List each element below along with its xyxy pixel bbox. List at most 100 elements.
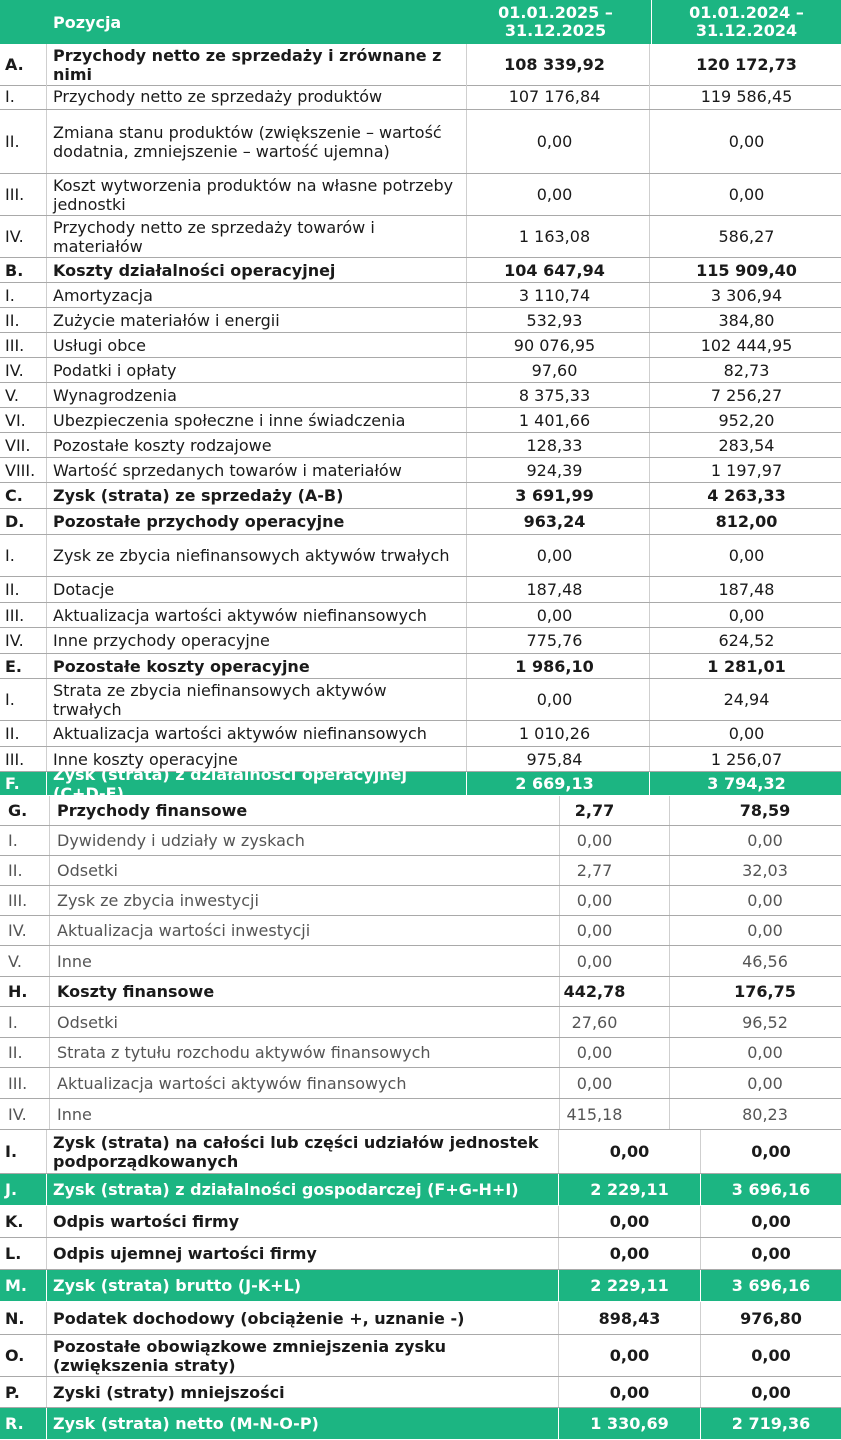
row-value-2024: 78,59 <box>739 801 791 820</box>
row-number: O. <box>0 1335 47 1376</box>
row-value-2024: 115 909,40 <box>696 260 797 280</box>
row-number: VIII. <box>0 458 47 482</box>
row-number: II. <box>0 308 47 332</box>
row-label: Ubezpieczenia społeczne i inne świadczen… <box>47 408 467 432</box>
row-label: Odpis wartości firmy <box>47 1206 559 1237</box>
row-label: Pozostałe koszty rodzajowe <box>47 433 467 457</box>
row-number: E. <box>0 654 47 678</box>
row-value-2024: 46,56 <box>742 951 788 971</box>
row-label: Zużycie materiałów i energii <box>47 308 467 332</box>
row-number: IV. <box>0 628 47 653</box>
row-label: Pozostałe koszty operacyjne <box>47 654 467 678</box>
row-label: Inne przychody operacyjne <box>47 628 467 653</box>
row-value-2024: 586,27 <box>718 227 775 246</box>
row-label: Zysk (strata) ze sprzedaży (A-B) <box>47 483 467 508</box>
row-label: Inne koszty operacyjne <box>47 747 467 771</box>
table-row: VII. Pozostałe koszty rodzajowe 128,33 283,… <box>0 433 841 458</box>
row-number: I. <box>0 826 50 855</box>
row-value-2024: 120 172,73 <box>696 55 797 74</box>
row-value-2025: 3 110,74 <box>460 283 650 307</box>
table-row: II. Aktualizacja wartości aktywów niefina… <box>0 721 841 747</box>
row-number: III. <box>0 603 47 627</box>
table-row: I. Odsetki 27,60 96,52 <box>0 1007 841 1038</box>
row-value-2025: 0,00 <box>460 174 650 215</box>
row-value-2025: 0,00 <box>520 1038 670 1067</box>
row-value-2024: 1 197,97 <box>710 460 783 480</box>
row-value-2025: 0,00 <box>559 1238 701 1269</box>
row-number: I. <box>0 283 47 307</box>
table-row: VIII. Wartość sprzedanych towarów i mater… <box>0 458 841 483</box>
row-label: Zysk (strata) netto (M-N-O-P) <box>47 1408 559 1439</box>
row-value-2024: 2 719,36 <box>731 1414 811 1433</box>
table-row: B. Koszty działalności operacyjnej 104 647… <box>0 258 841 283</box>
table-row: A. Przychody netto ze sprzedaży i zrównan… <box>0 44 841 86</box>
row-number: R. <box>0 1408 47 1439</box>
row-value-2025: 97,60 <box>460 358 650 382</box>
table-row: O. Pozostałe obowiązkowe zmniejszenia zys… <box>0 1335 841 1377</box>
row-label: Odsetki <box>50 1007 560 1037</box>
row-number: II. <box>0 577 47 602</box>
row-value-2025: 27,60 <box>520 1007 670 1037</box>
row-number: I. <box>0 1130 47 1173</box>
row-value-2024: 0,00 <box>747 921 783 940</box>
row-value-2025: 0,00 <box>520 916 670 945</box>
row-value-2024: 0,00 <box>751 1346 791 1365</box>
row-label: Aktualizacja wartości inwestycji <box>50 916 560 945</box>
row-label: Zysk (strata) z działalności operacyjnej… <box>47 765 467 803</box>
row-label: Amortyzacja <box>47 283 467 307</box>
row-number: C. <box>0 483 47 508</box>
row-label: Odsetki <box>50 856 560 885</box>
row-number: III. <box>0 333 47 357</box>
row-number: V. <box>0 946 50 976</box>
row-number: IV. <box>0 1099 50 1129</box>
row-number: III. <box>0 174 47 215</box>
row-value-2024: 0,00 <box>747 831 783 850</box>
row-label: Aktualizacja wartości aktywów finansowyc… <box>50 1068 560 1098</box>
table-row: IV. Podatki i opłaty 97,60 82,73 <box>0 358 841 383</box>
row-number: G. <box>0 796 50 825</box>
row-value-2024: 4 263,33 <box>707 486 786 505</box>
row-label: Zmiana stanu produktów (zwiększenie – wa… <box>47 110 467 173</box>
row-value-2025: 2,77 <box>520 856 670 885</box>
row-value-2024: 0,00 <box>747 1043 783 1062</box>
row-label: Podatki i opłaty <box>47 358 467 382</box>
row-number: H. <box>0 977 50 1006</box>
row-label: Przychody finansowe <box>50 796 560 825</box>
row-value-2024: 0,00 <box>728 546 765 565</box>
row-value-2025: 104 647,94 <box>460 258 650 282</box>
row-value-2025: 532,93 <box>460 308 650 332</box>
row-value-2025: 2 229,11 <box>559 1174 701 1205</box>
row-value-2025: 2 669,13 <box>460 772 650 795</box>
table-row: I. Przychody netto ze sprzedaży produktów… <box>0 84 841 110</box>
row-value-2025: 0,00 <box>559 1206 701 1237</box>
table-row: J. Zysk (strata) z działalności gospodarc… <box>0 1174 841 1206</box>
row-value-2024: 32,03 <box>742 861 788 880</box>
row-number: VII. <box>0 433 47 457</box>
row-label: Przychody netto ze sprzedaży i zrównane … <box>47 44 467 85</box>
row-number: K. <box>0 1206 47 1237</box>
table-row: III. Aktualizacja wartości aktywów niefin… <box>0 603 841 628</box>
row-value-2025: 1 163,08 <box>460 216 650 257</box>
row-value-2024: 0,00 <box>728 132 765 151</box>
header-period-2024: 01.01.2024 – 31.12.2024 <box>689 3 804 40</box>
row-value-2025: 898,43 <box>559 1302 701 1334</box>
table-row: P. Zyski (straty) mniejszości 0,00 0,00 <box>0 1377 841 1408</box>
row-value-2025: 108 339,92 <box>460 44 650 85</box>
row-value-2025: 0,00 <box>520 946 670 976</box>
table-row: E. Pozostałe koszty operacyjne 1 986,10 1 2… <box>0 654 841 679</box>
table-row: H. Koszty finansowe 442,78 176,75 <box>0 977 841 1007</box>
row-value-2025: 0,00 <box>559 1335 701 1376</box>
row-value-2025: 90 076,95 <box>460 333 650 357</box>
row-number: I. <box>0 1007 50 1037</box>
row-value-2024: 952,20 <box>718 410 775 430</box>
row-number: V. <box>0 383 47 407</box>
row-label: Wynagrodzenia <box>47 383 467 407</box>
row-value-2025: 1 010,26 <box>460 721 650 746</box>
table-row: I. Amortyzacja 3 110,74 3 306,94 <box>0 283 841 308</box>
row-label: Aktualizacja wartości aktywów niefinanso… <box>47 603 467 627</box>
row-value-2025: 975,84 <box>460 747 650 771</box>
row-value-2024: 0,00 <box>728 185 765 204</box>
row-label: Zysk (strata) z działalności gospodarcze… <box>47 1174 559 1205</box>
row-number: M. <box>0 1270 47 1301</box>
